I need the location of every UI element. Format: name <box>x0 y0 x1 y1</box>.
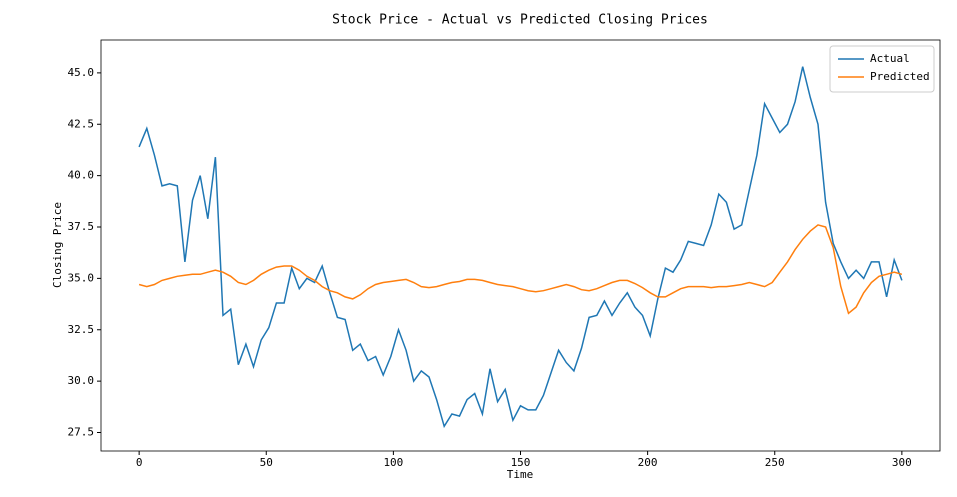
x-tick-label: 50 <box>260 456 273 469</box>
y-tick-label: 35.0 <box>68 271 95 284</box>
x-tick-label: 150 <box>511 456 531 469</box>
x-axis-label: Time <box>507 468 534 481</box>
y-tick-label: 40.0 <box>68 169 95 182</box>
legend-box <box>829 45 935 93</box>
chart-title: Stock Price - Actual vs Predicted Closin… <box>332 13 708 28</box>
plot-frame <box>100 39 941 452</box>
x-tick-label: 250 <box>765 456 785 469</box>
x-tick-label: 300 <box>892 456 912 469</box>
x-tick-label: 0 <box>136 456 143 469</box>
legend-label: Actual <box>870 52 910 65</box>
x-tick-label: 200 <box>638 456 658 469</box>
x-tick-label: 100 <box>383 456 403 469</box>
legend-label: Predicted <box>870 70 930 83</box>
series-line <box>138 224 903 315</box>
y-tick-label: 27.5 <box>68 426 95 439</box>
y-tick-label: 30.0 <box>68 374 95 387</box>
y-tick-label: 37.5 <box>68 220 95 233</box>
y-tick-label: 32.5 <box>68 323 95 336</box>
y-axis-label: Closing Price <box>51 202 64 288</box>
y-tick-label: 42.5 <box>68 117 95 130</box>
series-line <box>138 66 903 429</box>
y-tick-label: 45.0 <box>68 66 95 79</box>
